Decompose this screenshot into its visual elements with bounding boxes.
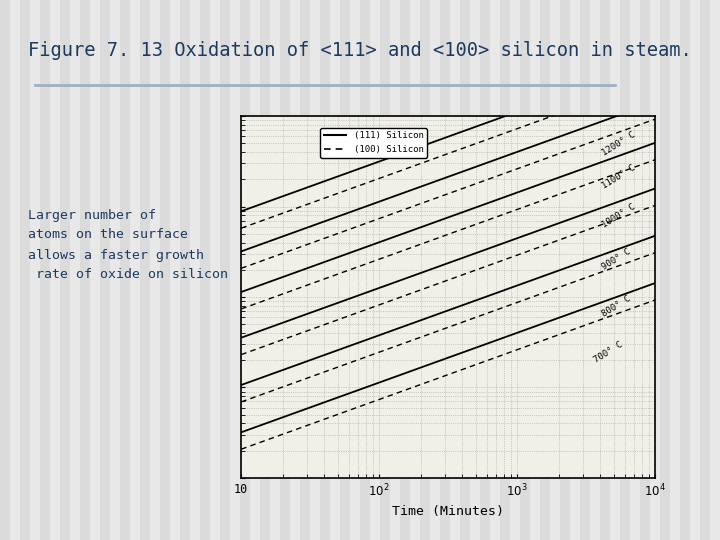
Bar [540, 0, 550, 540]
Bar [140, 0, 150, 540]
Bar [460, 0, 470, 540]
Bar [40, 0, 50, 540]
Bar [220, 0, 230, 540]
Bar [480, 0, 490, 540]
Bar [400, 0, 410, 540]
X-axis label: Time (Minutes): Time (Minutes) [392, 505, 504, 518]
Bar [100, 0, 110, 540]
Bar [600, 0, 610, 540]
Bar [180, 0, 190, 540]
Bar [0, 0, 10, 540]
Text: 800° C: 800° C [600, 294, 632, 319]
Bar [300, 0, 310, 540]
Bar [360, 0, 370, 540]
Text: 1100° C: 1100° C [600, 163, 637, 191]
Text: 1200° C: 1200° C [600, 130, 637, 157]
Text: 900° C: 900° C [600, 247, 632, 272]
Bar [440, 0, 450, 540]
Bar [640, 0, 650, 540]
Text: Figure 7. 13 Oxidation of <111> and <100> silicon in steam.: Figure 7. 13 Oxidation of <111> and <100… [28, 40, 692, 59]
Bar [520, 0, 530, 540]
Bar [160, 0, 170, 540]
Bar [240, 0, 250, 540]
Bar [60, 0, 70, 540]
Bar [80, 0, 90, 540]
Bar [280, 0, 290, 540]
Bar [500, 0, 510, 540]
Bar [660, 0, 670, 540]
Bar [580, 0, 590, 540]
Text: 700° C: 700° C [593, 340, 624, 365]
Text: Larger number of
atoms on the surface
allows a faster growth
 rate of oxide on s: Larger number of atoms on the surface al… [28, 208, 228, 281]
Bar [20, 0, 30, 540]
Bar [380, 0, 390, 540]
Bar [120, 0, 130, 540]
Bar [560, 0, 570, 540]
Bar [680, 0, 690, 540]
Bar [700, 0, 710, 540]
Bar [620, 0, 630, 540]
Legend: (111) Silicon, (100) Silicon: (111) Silicon, (100) Silicon [320, 128, 427, 158]
Bar [320, 0, 330, 540]
Bar [260, 0, 270, 540]
Bar [200, 0, 210, 540]
Bar [340, 0, 350, 540]
Bar [420, 0, 430, 540]
Text: 1000° C: 1000° C [600, 202, 637, 230]
